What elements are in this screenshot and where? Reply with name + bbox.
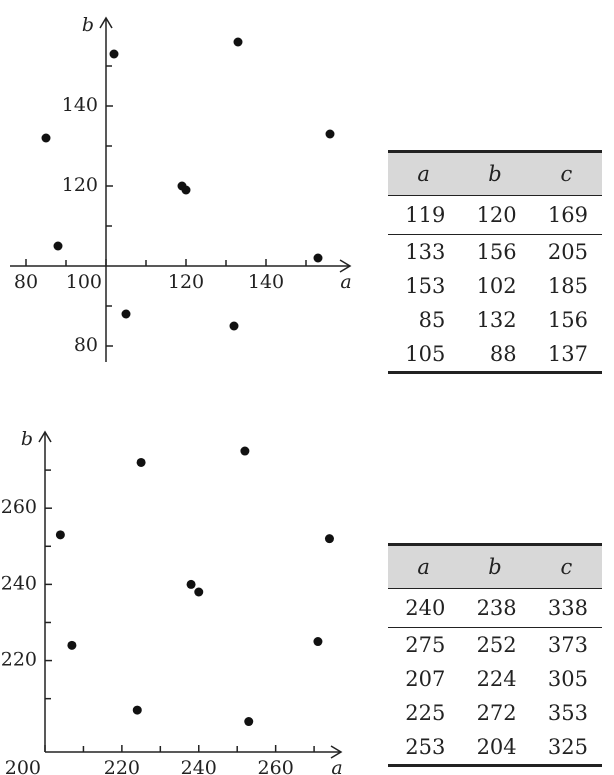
arrow [99,16,113,29]
x-tick-label: 120 [168,271,204,293]
row: 105 88 137 [388,337,602,373]
cell: 133 [405,240,446,264]
x-axis-label: a [331,757,342,775]
cell: 373 [547,633,588,657]
header-cell: a [388,544,460,589]
cell: 156 [547,308,588,332]
y-axis-label: b [21,428,33,450]
cell: 120 [459,195,531,235]
cell: 185 [547,274,588,298]
header-cell: b [459,544,531,589]
x-tick-label: 80 [14,271,38,293]
point [53,241,63,251]
row: 153 102 185 [388,269,602,303]
cell: 253 [405,735,446,759]
row: 240 238 338 [388,588,602,628]
cell: 132 [476,308,517,332]
cell: 204 [476,735,517,759]
cell: 207 [405,667,446,691]
cell: 305 [547,667,588,691]
table: a b c 119 120 169 133 156 205 153 102 185 85 132 156 10… [388,150,602,374]
row: 207 224 305 [388,662,602,696]
cell: 224 [476,667,517,691]
x-tick-label: 260 [258,757,294,775]
point [240,446,250,456]
header-cell: c [530,544,602,589]
cell: 225 [405,701,446,725]
y-axis-label: b [82,14,94,36]
cell: 119 [388,195,460,235]
cell: 353 [547,701,588,725]
x-tick-label: 240 [181,757,217,775]
y-tick-label: 240 [1,572,37,594]
point [233,37,243,47]
cell: 169 [530,195,602,235]
row: 275 252 373 [388,628,602,663]
point [244,717,254,727]
point [324,534,334,544]
y-tick-label: 80 [74,334,98,356]
cell: 88 [489,342,517,366]
point [55,530,65,540]
cell: 275 [405,633,446,657]
cell: 156 [476,240,517,264]
cell: 205 [547,240,588,264]
cell: 85 [418,308,446,332]
point [313,253,323,263]
point [136,457,146,467]
point [325,129,335,139]
point [194,587,204,597]
point [109,49,119,59]
y-tick-label: 260 [1,496,37,518]
point [313,637,323,647]
row: 225 272 353 [388,696,602,730]
cell: 325 [547,735,588,759]
row: 119 120 169 [388,195,602,235]
header-cell: a [388,151,460,196]
cell: 153 [405,274,446,298]
cell: 252 [476,633,517,657]
arrow [38,430,52,443]
cell: 137 [547,342,588,366]
x-tick-label: 140 [248,271,284,293]
table: a b c 240 238 338 275 252 373 207 224 305 225 272 353 2… [388,543,602,767]
arrow [330,745,343,759]
cell: 238 [459,588,531,628]
x-tick-label: 100 [66,271,102,293]
point [41,133,51,143]
row: 133 156 205 [388,235,602,270]
x-tick-label: 200 [5,757,41,775]
point [132,705,142,715]
point [186,579,196,589]
y-tick-label: 120 [62,174,98,196]
point [67,640,77,650]
x-axis-label: a [340,271,351,293]
y-tick-label: 220 [1,649,37,671]
row: 253 204 325 [388,730,602,766]
cell: 240 [388,588,460,628]
point [229,321,239,331]
cell: 338 [530,588,602,628]
header-cell: b [459,151,531,196]
cell: 272 [476,701,517,725]
point [121,309,131,319]
cell: 105 [405,342,446,366]
point [181,185,191,195]
y-tick-label: 140 [62,94,98,116]
x-tick-label: 220 [104,757,140,775]
row: 85 132 156 [388,303,602,337]
cell: 102 [476,274,517,298]
header-cell: c [530,151,602,196]
arrow [339,259,352,273]
